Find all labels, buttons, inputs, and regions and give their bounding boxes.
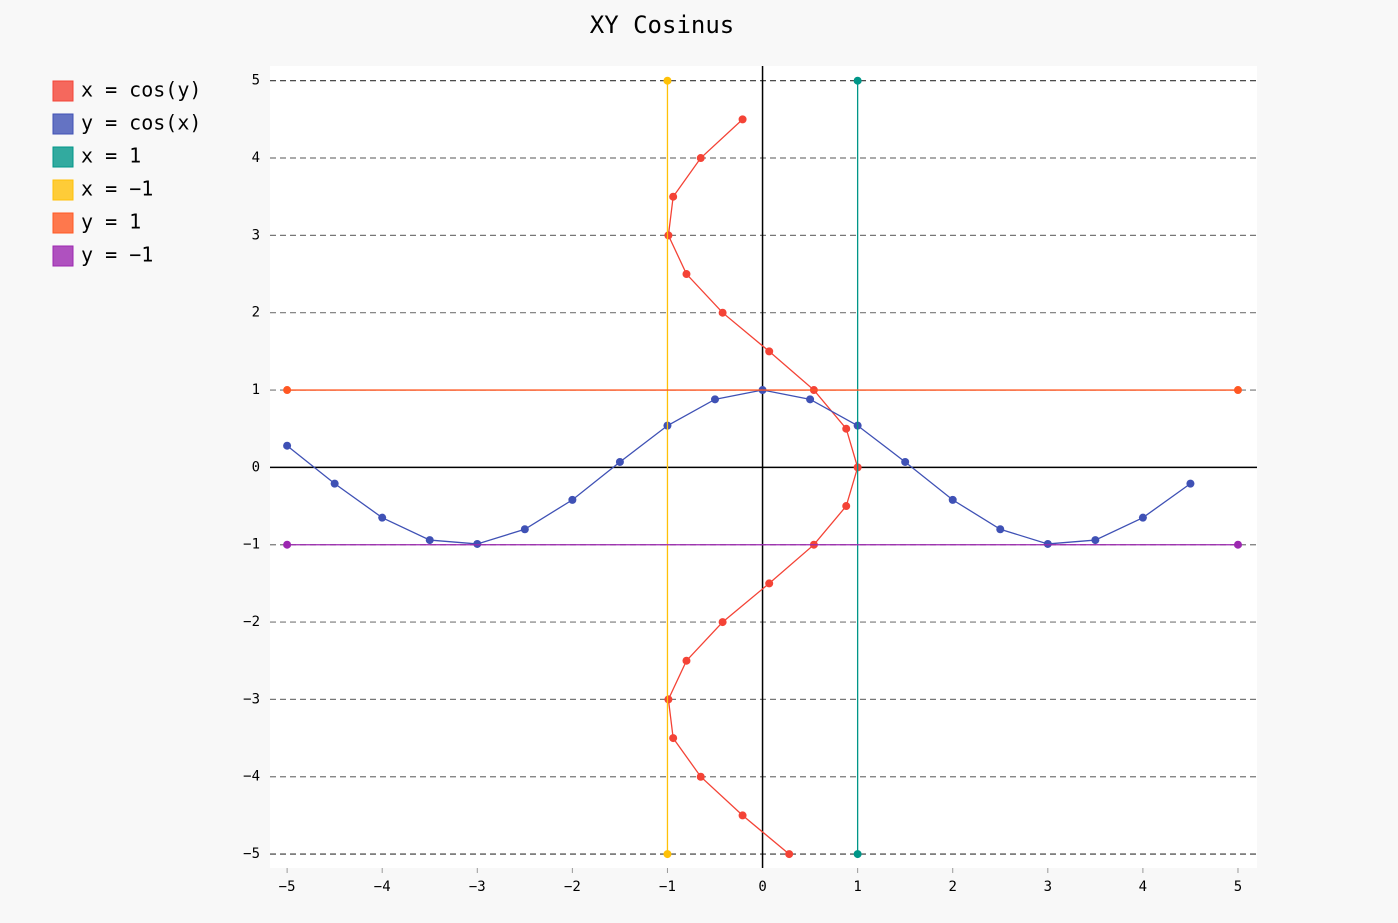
data-point bbox=[1138, 513, 1147, 522]
x-tick-label: 1 bbox=[853, 879, 861, 895]
legend-swatch bbox=[52, 212, 74, 234]
x-tick-label: 3 bbox=[1044, 879, 1052, 895]
data-point bbox=[1186, 479, 1195, 488]
series-line bbox=[286, 389, 1191, 545]
legend-swatch bbox=[52, 245, 74, 267]
data-point bbox=[283, 540, 292, 549]
data-point bbox=[696, 154, 705, 163]
legend-label: y = 1 bbox=[81, 210, 141, 234]
x-tick-label: 4 bbox=[1139, 879, 1147, 895]
legend-label: x = 1 bbox=[81, 144, 141, 168]
series-line bbox=[667, 118, 859, 855]
data-point bbox=[663, 76, 672, 85]
data-point bbox=[901, 457, 910, 466]
data-point bbox=[682, 656, 691, 665]
legend-swatch bbox=[52, 113, 74, 135]
data-point bbox=[842, 502, 851, 511]
data-point bbox=[718, 618, 727, 627]
data-point bbox=[765, 579, 774, 588]
legend-label: y = cos(x) bbox=[81, 111, 201, 135]
legend-swatch bbox=[52, 146, 74, 168]
data-point bbox=[682, 270, 691, 279]
data-point bbox=[473, 539, 482, 548]
data-point bbox=[948, 495, 957, 504]
data-point bbox=[853, 76, 862, 85]
data-point bbox=[1043, 539, 1052, 548]
data-point bbox=[663, 850, 672, 859]
x-tick-label: −1 bbox=[659, 879, 676, 895]
y-tick-label: −5 bbox=[243, 846, 260, 862]
y-tick-label: −3 bbox=[243, 691, 260, 707]
legend-swatch bbox=[52, 179, 74, 201]
y-tick-label: 0 bbox=[252, 459, 260, 475]
x-tick-label: 5 bbox=[1234, 879, 1242, 895]
data-point bbox=[664, 231, 673, 240]
data-point bbox=[330, 479, 339, 488]
data-point bbox=[664, 695, 673, 704]
x-tick-label: 2 bbox=[949, 879, 957, 895]
x-tick-label: −2 bbox=[564, 879, 581, 895]
data-point bbox=[1091, 536, 1100, 545]
data-point bbox=[696, 772, 705, 781]
data-point bbox=[1233, 386, 1242, 395]
x-tick-label: −5 bbox=[279, 879, 296, 895]
y-tick-label: −1 bbox=[243, 537, 260, 553]
data-point bbox=[738, 115, 747, 124]
y-tick-label: 5 bbox=[252, 73, 260, 89]
data-point bbox=[520, 525, 529, 534]
data-point bbox=[806, 395, 815, 404]
x-tick-label: 0 bbox=[758, 879, 766, 895]
data-point bbox=[1233, 540, 1242, 549]
data-point bbox=[615, 457, 624, 466]
data-point bbox=[283, 441, 292, 450]
x-tick-label: −4 bbox=[374, 879, 391, 895]
y-tick-label: −4 bbox=[243, 769, 260, 785]
data-point bbox=[568, 495, 577, 504]
data-point bbox=[425, 536, 434, 545]
data-point bbox=[853, 850, 862, 859]
legend-swatch bbox=[52, 80, 74, 102]
data-point bbox=[378, 513, 387, 522]
chart-title: XY Cosinus bbox=[590, 11, 735, 39]
data-point bbox=[669, 734, 678, 743]
data-point bbox=[711, 395, 720, 404]
legend-label: x = cos(y) bbox=[81, 78, 201, 102]
y-tick-label: 3 bbox=[252, 227, 260, 243]
y-tick-label: 1 bbox=[252, 382, 260, 398]
data-point bbox=[765, 347, 774, 356]
legend-label: y = −1 bbox=[81, 243, 153, 267]
data-point bbox=[842, 424, 851, 433]
legend-label: x = −1 bbox=[81, 177, 153, 201]
data-point bbox=[996, 525, 1005, 534]
data-point bbox=[669, 192, 678, 201]
data-point bbox=[283, 386, 292, 395]
y-tick-label: 2 bbox=[252, 305, 260, 321]
data-point bbox=[718, 308, 727, 317]
y-tick-label: 4 bbox=[252, 150, 260, 166]
data-point bbox=[785, 850, 794, 859]
data-point bbox=[738, 811, 747, 820]
y-tick-label: −2 bbox=[243, 614, 260, 630]
x-tick-label: −3 bbox=[469, 879, 486, 895]
